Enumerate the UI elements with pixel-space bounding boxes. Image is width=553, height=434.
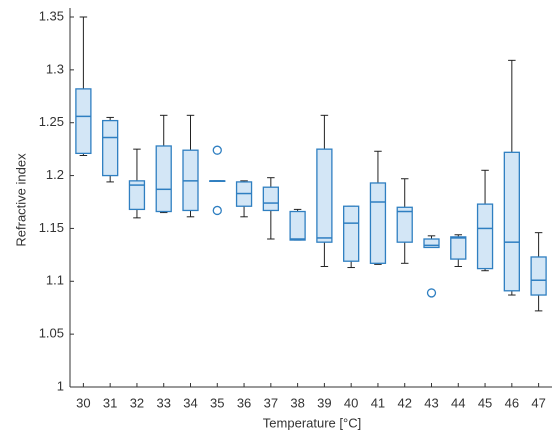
x-tick-label: 38	[290, 395, 304, 410]
y-tick-label: 1.3	[46, 61, 64, 76]
y-tick-label: 1	[57, 378, 64, 393]
x-tick-label: 34	[183, 395, 197, 410]
x-tick-label: 47	[531, 395, 545, 410]
box	[128, 180, 146, 211]
x-tick-label: 39	[317, 395, 331, 410]
x-tick-label: 32	[130, 395, 144, 410]
x-tick-label: 37	[264, 395, 278, 410]
x-tick-label: 35	[210, 395, 224, 410]
x-tick-label: 44	[451, 395, 465, 410]
box	[343, 205, 360, 262]
y-tick-label: 1.15	[39, 220, 64, 235]
x-tick-label: 40	[344, 395, 358, 410]
x-tick-label: 45	[478, 395, 492, 410]
y-axis-title: Refractive index	[13, 153, 28, 247]
x-tick-label: 41	[371, 395, 385, 410]
box	[75, 88, 92, 155]
box	[450, 236, 467, 260]
x-tick-label: 30	[76, 395, 90, 410]
x-tick-label: 46	[505, 395, 519, 410]
y-tick-label: 1.25	[39, 114, 64, 129]
y-tick-label: 1.35	[39, 8, 64, 23]
y-tick-label: 1.05	[39, 326, 64, 341]
box	[503, 151, 520, 292]
box	[155, 145, 172, 213]
box	[423, 238, 440, 249]
outlier	[212, 145, 222, 155]
box	[476, 203, 494, 270]
y-tick-label: 1.2	[46, 167, 64, 182]
box	[396, 206, 413, 243]
outlier	[426, 288, 437, 298]
x-tick-label: 36	[237, 395, 251, 410]
x-tick-label: 31	[103, 395, 117, 410]
outlier	[212, 205, 222, 216]
box	[316, 148, 333, 243]
box	[262, 186, 279, 212]
y-tick-label: 1.1	[46, 273, 64, 288]
x-tick-label: 43	[424, 395, 438, 410]
x-tick-label: 33	[156, 395, 170, 410]
box	[369, 182, 387, 264]
box	[530, 256, 547, 296]
x-axis-title: Temperature [°C]	[263, 415, 361, 430]
box	[289, 210, 306, 241]
x-tick-label: 42	[397, 395, 411, 410]
box	[102, 119, 119, 177]
